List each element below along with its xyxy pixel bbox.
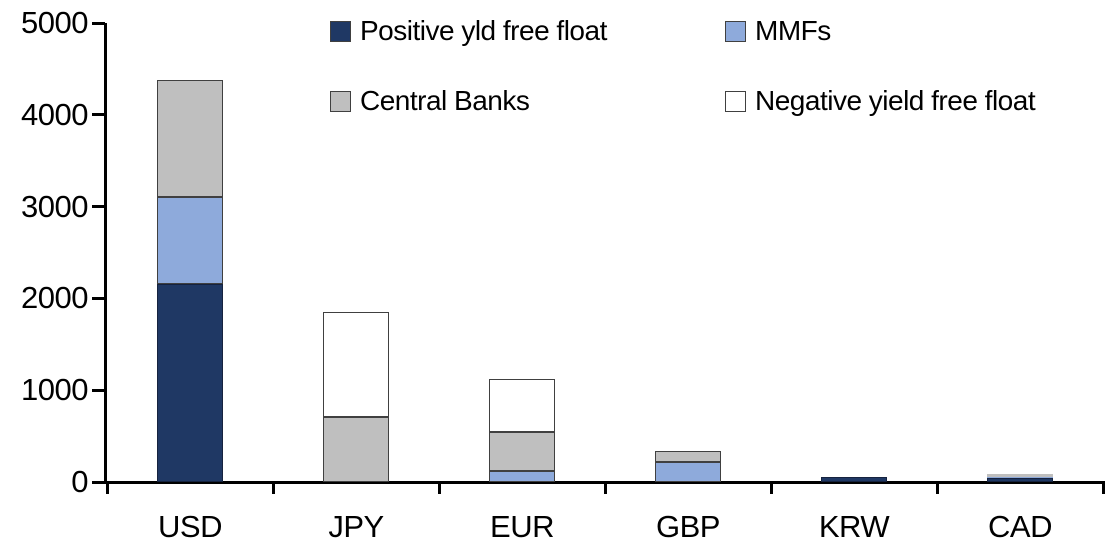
y-axis-tick bbox=[92, 21, 105, 25]
bar-segment-eur-mmfs bbox=[489, 470, 555, 482]
bar-segment-gbp-central-banks bbox=[655, 451, 721, 462]
bar-segment-gbp-mmfs bbox=[655, 461, 721, 482]
y-axis-tick-label: 4000 bbox=[21, 96, 88, 132]
bar-segment-eur-negative-yield-free-float bbox=[489, 379, 555, 432]
x-axis-category-label: KRW bbox=[818, 509, 890, 544]
legend-swatch-central-banks bbox=[330, 90, 351, 112]
y-axis-tick-label: 1000 bbox=[21, 372, 88, 408]
x-axis-category-label: GBP bbox=[656, 509, 720, 544]
y-axis-tick-label: 2000 bbox=[21, 280, 88, 316]
y-axis-tick bbox=[92, 113, 105, 117]
x-axis-category-label: USD bbox=[158, 509, 222, 544]
x-axis-tick bbox=[1101, 481, 1105, 494]
legend-label: Positive yld free float bbox=[360, 15, 607, 46]
bar-segment-cad-central-banks bbox=[987, 474, 1053, 477]
y-axis-tick-label: 3000 bbox=[21, 188, 88, 224]
legend-label: Central Banks bbox=[360, 85, 530, 116]
legend-item-mmfs: MMFs bbox=[725, 17, 831, 45]
legend-label: Negative yield free float bbox=[755, 85, 1036, 116]
x-axis-tick bbox=[271, 481, 275, 494]
x-axis-tick bbox=[935, 481, 939, 494]
legend-item-positive-yld-free-float: Positive yld free float bbox=[330, 17, 607, 45]
bar-segment-cad-mmfs bbox=[987, 476, 1053, 478]
legend-label: MMFs bbox=[755, 15, 831, 46]
bar-segment-usd-mmfs bbox=[157, 197, 223, 284]
bar-segment-krw-positive-yld-free-float bbox=[821, 477, 887, 482]
legend-item-central-banks: Central Banks bbox=[330, 85, 530, 116]
y-axis-line bbox=[104, 23, 107, 484]
y-axis-tick bbox=[92, 205, 105, 209]
y-axis-tick bbox=[92, 296, 105, 300]
y-axis-tick-label: 5000 bbox=[21, 5, 88, 40]
bar-segment-eur-central-banks bbox=[489, 431, 555, 471]
legend-item-negative-yield-free-float: Negative yield free float bbox=[725, 85, 1036, 116]
plot-area bbox=[107, 23, 1103, 482]
x-axis-tick bbox=[437, 481, 441, 494]
bar-segment-cad-positive-yld-free-float bbox=[987, 477, 1053, 482]
x-axis-category-label: CAD bbox=[988, 509, 1052, 544]
legend-swatch-positive-yld-free-float bbox=[330, 20, 351, 42]
bar-segment-usd-central-banks bbox=[157, 79, 223, 198]
bar-segment-usd-positive-yld-free-float bbox=[157, 283, 223, 482]
x-axis-category-label: JPY bbox=[328, 509, 384, 544]
y-axis-tick bbox=[92, 388, 105, 392]
bar-segment-jpy-central-banks bbox=[323, 416, 389, 482]
y-axis-tick-label: 0 bbox=[71, 464, 88, 499]
x-axis-tick bbox=[105, 481, 109, 494]
x-axis-category-label: EUR bbox=[490, 509, 554, 544]
legend-swatch-negative-yield-free-float bbox=[725, 90, 746, 112]
legend-swatch-mmfs bbox=[725, 20, 746, 42]
y-axis-tick bbox=[92, 480, 105, 484]
x-axis-tick bbox=[603, 481, 607, 494]
bar-segment-jpy-negative-yield-free-float bbox=[323, 312, 389, 417]
x-axis-tick bbox=[769, 481, 773, 494]
